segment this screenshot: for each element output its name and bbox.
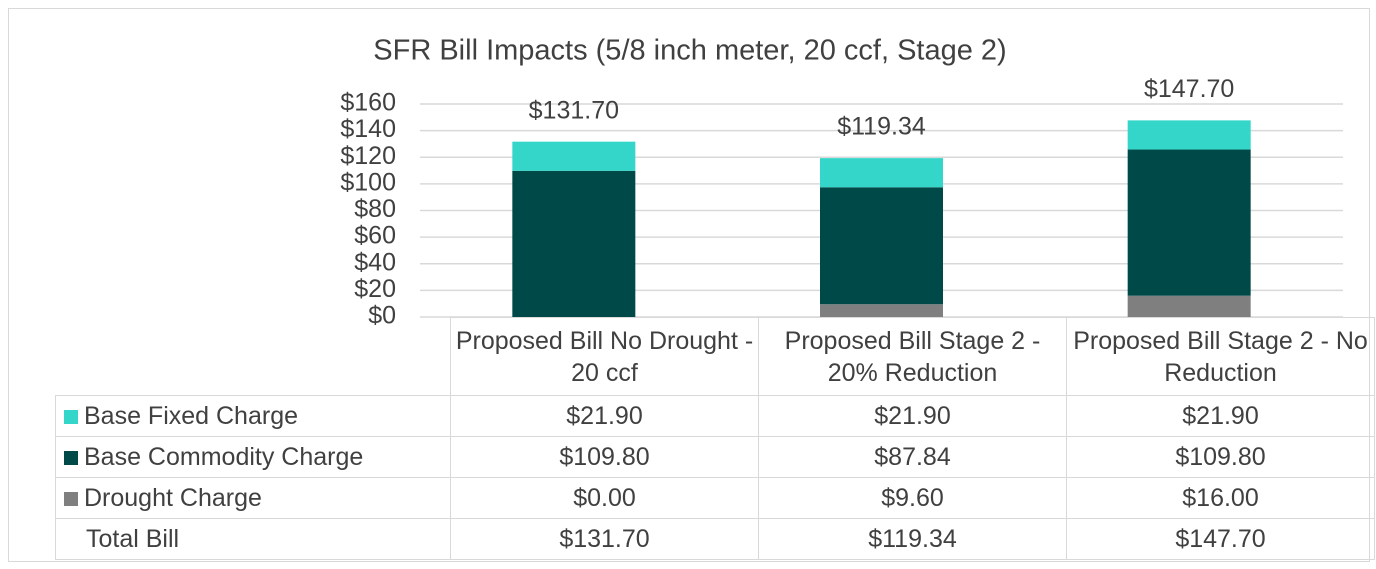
total-label: $131.70: [529, 96, 619, 124]
y-tick-label: $100: [340, 168, 396, 196]
bar-segment: [820, 158, 943, 188]
legend-swatch: [64, 491, 78, 506]
total-label: $119.34: [837, 113, 926, 141]
data-table: Proposed Bill No Drought - 20 ccf Propos…: [55, 317, 1375, 560]
y-tick-label: $20: [354, 275, 396, 303]
table-value: $109.80: [450, 436, 759, 478]
total-label: Total Bill: [55, 518, 451, 560]
table-value: $131.70: [450, 518, 759, 560]
category-label: Proposed Bill Stage 2 - 20% Reduction: [758, 317, 1067, 396]
y-tick-label: $60: [354, 222, 396, 250]
bar-segment: [512, 141, 636, 171]
category-label: Proposed Bill No Drought - 20 ccf: [450, 317, 759, 396]
table-corner: [55, 317, 451, 396]
legend-cell: Base Commodity Charge: [55, 436, 451, 478]
y-tick-label: $140: [340, 115, 396, 143]
bar-segment: [512, 170, 636, 317]
chart-title: SFR Bill Impacts (5/8 inch meter, 20 ccf…: [373, 35, 1006, 67]
table-value: $87.84: [758, 436, 1067, 478]
bar-segment: [1127, 295, 1251, 317]
y-tick-label: $160: [340, 89, 396, 117]
bar-segment: [820, 187, 943, 305]
y-tick-label: $80: [354, 195, 396, 223]
bar-segment: [1127, 149, 1251, 296]
legend-cell: Drought Charge: [55, 477, 451, 519]
bar-segment: [1127, 120, 1251, 150]
bar-segment: [820, 304, 943, 317]
y-tick-label: $120: [340, 142, 396, 170]
table-value: $119.34: [758, 518, 1067, 560]
table-value: $147.70: [1066, 518, 1375, 560]
table-value: $21.90: [450, 395, 759, 437]
legend-label: Base Fixed Charge: [84, 401, 299, 430]
table-value: $9.60: [758, 477, 1067, 519]
category-label: Proposed Bill Stage 2 - No Reduction: [1066, 317, 1375, 396]
table-value: $0.00: [450, 477, 759, 519]
chart-frame: [8, 8, 1370, 562]
legend-swatch: [64, 450, 78, 465]
table-value: $21.90: [758, 395, 1067, 437]
legend-label: Drought Charge: [84, 483, 262, 512]
y-tick-label: $40: [354, 248, 396, 276]
legend-cell: Base Fixed Charge: [55, 395, 451, 437]
total-label: $147.70: [1144, 75, 1234, 103]
legend-swatch: [64, 409, 78, 424]
table-value: $109.80: [1066, 436, 1375, 478]
table-value: $21.90: [1066, 395, 1375, 437]
table-value: $16.00: [1066, 477, 1375, 519]
legend-label: Base Commodity Charge: [84, 442, 364, 471]
